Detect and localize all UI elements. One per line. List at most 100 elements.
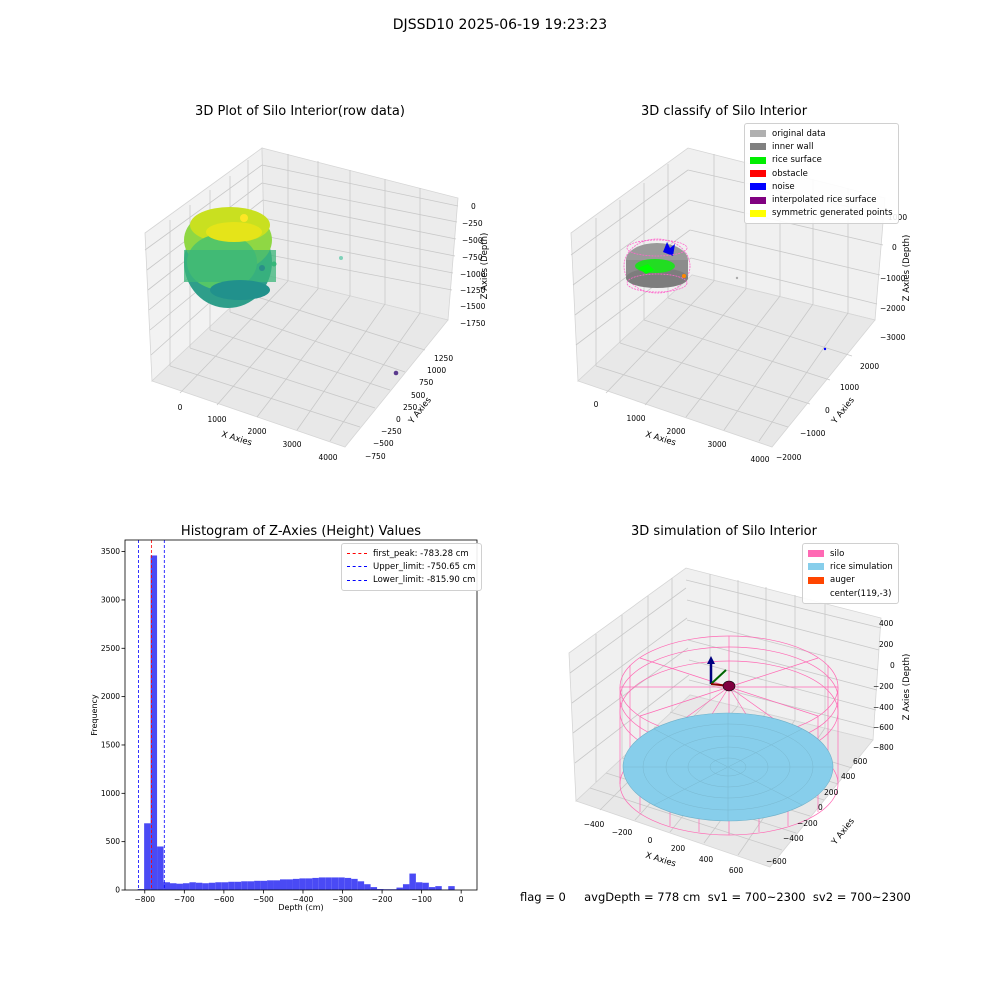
histogram-bar xyxy=(234,881,242,890)
y-tick-label: 500 xyxy=(106,837,121,846)
p1-ztick: −1500 xyxy=(460,302,486,311)
y-tick-label: 3000 xyxy=(101,595,120,604)
histogram-bar xyxy=(260,880,268,890)
legend-item: Lower_limit: -815.90 cm xyxy=(347,574,476,587)
p4-ztick: −800 xyxy=(873,743,894,752)
y-tick-label: 1500 xyxy=(101,740,120,749)
p1-ytick: 500 xyxy=(411,391,426,400)
p1-ytick: 1250 xyxy=(434,354,453,363)
swatch xyxy=(347,566,367,568)
swatch xyxy=(750,209,766,217)
legend-item: interpolated rice surface xyxy=(750,193,893,206)
x-tick-label: −700 xyxy=(174,895,195,904)
panel2-outlier-point xyxy=(823,347,827,351)
panel2-outlier-point xyxy=(735,276,739,280)
legend-item: obstacle xyxy=(750,167,893,180)
panel3-title: Histogram of Z-Axies (Height) Values xyxy=(180,524,422,539)
p2-xtick: 0 xyxy=(594,400,599,409)
legend-item: inner wall xyxy=(750,140,893,153)
swatch xyxy=(750,156,766,164)
legend-label: Lower_limit: -815.90 cm xyxy=(373,575,476,586)
x-tick-label: −600 xyxy=(214,895,235,904)
swatch xyxy=(808,550,824,558)
legend-item: rice surface xyxy=(750,154,893,167)
p1-ztick: −500 xyxy=(462,236,483,245)
legend-label: Upper_limit: -750.65 cm xyxy=(373,561,476,572)
p1-ztick: −1750 xyxy=(460,319,486,328)
y-tick-label: 0 xyxy=(115,886,120,895)
p4-ztick: 200 xyxy=(879,640,894,649)
p4-xlabel: X Axies xyxy=(644,851,677,870)
panel2-title: 3D classify of Silo Interior xyxy=(640,104,808,119)
histogram-bar xyxy=(150,555,158,890)
x-tick-label: −100 xyxy=(411,895,432,904)
histogram-bar xyxy=(338,877,345,890)
histogram-bars xyxy=(137,555,455,890)
histogram-bar xyxy=(331,877,339,890)
histogram-bar xyxy=(221,882,229,890)
histogram-bar xyxy=(176,883,183,890)
p4-ztick: −600 xyxy=(873,723,894,732)
histogram-bar xyxy=(254,880,261,890)
rice-simulation-surface xyxy=(622,712,834,822)
histogram-bar xyxy=(435,886,442,890)
legend-item: Upper_limit: -750.65 cm xyxy=(347,560,476,573)
histogram-bar xyxy=(137,889,145,890)
histogram-bar xyxy=(292,878,300,890)
histogram-xlabel: Depth (cm) xyxy=(278,903,323,912)
p1-xtick: 0 xyxy=(178,403,183,412)
swatch xyxy=(347,579,367,581)
p2-ytick: 1000 xyxy=(840,383,859,392)
histogram-bar xyxy=(208,882,216,890)
p2-ytick: 0 xyxy=(825,406,830,415)
p1-ztick: −1250 xyxy=(460,286,486,295)
p1-zlabel: Z Axies (Depth) xyxy=(480,233,490,300)
histogram-bar xyxy=(247,881,255,890)
p2-zlabel: Z Axies (Depth) xyxy=(902,235,912,302)
histogram-bar xyxy=(280,879,287,890)
x-tick-label: 0 xyxy=(459,895,464,904)
legend-label: first_peak: -783.28 cm xyxy=(373,548,469,559)
histogram-bar xyxy=(377,889,384,890)
swatch xyxy=(347,553,367,555)
legend-item: noise xyxy=(750,180,893,193)
p2-ztick: −1000 xyxy=(880,274,906,283)
p4-ytick: 200 xyxy=(824,788,839,797)
auger-glyph xyxy=(707,656,736,692)
p2-ytick: −2000 xyxy=(776,453,802,462)
panel1-point-cloud xyxy=(184,207,277,308)
histogram-bar xyxy=(357,881,365,890)
p2-ylabel: Y Axies xyxy=(829,395,857,427)
p4-ztick: −400 xyxy=(873,703,894,712)
p4-ytick: −200 xyxy=(797,819,818,828)
legend-item: rice simulation xyxy=(808,560,893,573)
histogram-bar xyxy=(351,878,358,890)
histogram-bar xyxy=(428,887,436,890)
swatch xyxy=(808,590,824,597)
y-tick-label: 2000 xyxy=(101,692,120,701)
panel4-plot: −400 −200 0 200 400 600 −600 −400 −200 0… xyxy=(568,567,912,875)
histogram-bar xyxy=(448,886,455,890)
p4-ytick: −400 xyxy=(783,834,804,843)
legend-label: original data xyxy=(772,128,826,139)
p4-ylabel: Y Axies xyxy=(829,816,857,848)
histogram-bar xyxy=(370,887,378,890)
status-footer: flag = 0 avgDepth = 778 cm sv1 = 700~230… xyxy=(520,890,911,904)
p4-xtick: 600 xyxy=(729,866,744,875)
histogram-bar xyxy=(312,877,319,890)
histogram-bar xyxy=(415,882,423,890)
p4-ytick: 600 xyxy=(853,757,868,766)
swatch xyxy=(750,170,766,178)
p4-ytick: −600 xyxy=(766,857,787,866)
p1-ytick: −750 xyxy=(365,452,386,461)
y-tick-label: 1000 xyxy=(101,789,120,798)
legend-label: noise xyxy=(772,181,795,192)
panel4-title: 3D simulation of Silo Interior xyxy=(631,524,817,539)
p1-ztick: −250 xyxy=(462,219,483,228)
p1-ytick: −500 xyxy=(373,439,394,448)
p1-xtick: 4000 xyxy=(318,453,337,462)
legend-item: symmetric generated points xyxy=(750,207,893,220)
p1-ytick: −250 xyxy=(381,427,402,436)
histogram-bar xyxy=(286,879,293,890)
x-tick-label: −400 xyxy=(293,895,314,904)
